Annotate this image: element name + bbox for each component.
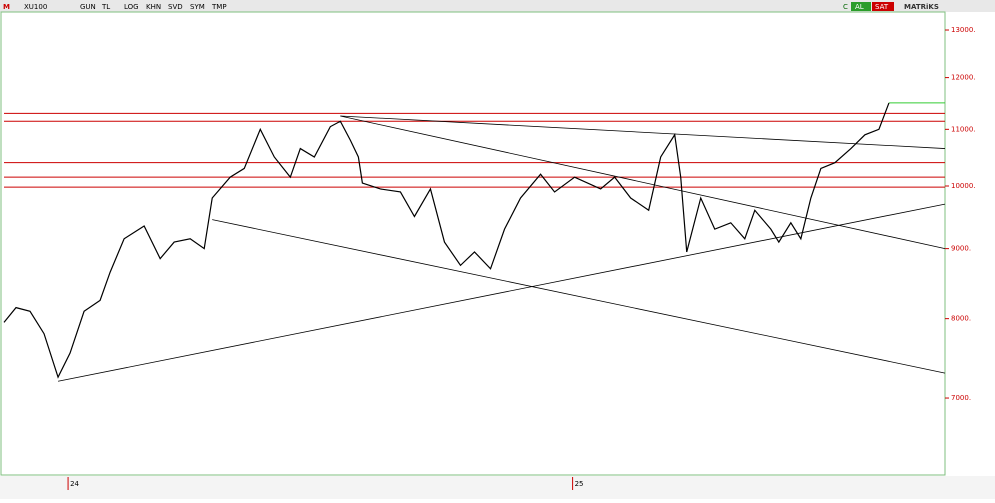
toolbar-button[interactable]: KHN xyxy=(146,3,161,11)
toolbar-button[interactable]: TL xyxy=(101,3,110,11)
brand: MATRiKS xyxy=(904,3,939,11)
sell-button[interactable]: SAT xyxy=(875,3,889,11)
price-line xyxy=(3,102,890,379)
buy-bg xyxy=(851,2,871,11)
trend-line xyxy=(340,115,946,149)
toolbar-button[interactable]: GUN xyxy=(80,3,96,11)
toolbar xyxy=(0,0,995,12)
y-tick-label: 11000. xyxy=(951,125,976,133)
x-tick-label: 24 xyxy=(70,480,79,488)
x-tick-label: 25 xyxy=(575,480,584,488)
toolbar-button[interactable]: LOG xyxy=(124,3,139,11)
y-tick-label: 13000. xyxy=(951,26,976,34)
c-button[interactable]: C xyxy=(843,3,848,11)
toolbar-button[interactable]: SYM xyxy=(190,3,205,11)
trend-line xyxy=(212,219,946,374)
sell-bg xyxy=(872,2,894,11)
toolbar-button[interactable]: TMP xyxy=(211,3,227,11)
y-tick-label: 7000. xyxy=(951,394,971,402)
plot-area xyxy=(0,11,946,476)
toolbar-button[interactable]: SVD xyxy=(168,3,183,11)
x-axis-bar xyxy=(0,476,995,499)
symbol[interactable]: XU100 xyxy=(24,3,47,11)
y-tick-label: 8000. xyxy=(951,315,971,323)
y-tick-label: 12000. xyxy=(951,74,976,82)
y-tick-label: 10000. xyxy=(951,182,976,190)
y-tick-label: 9000. xyxy=(951,245,971,253)
trend-line xyxy=(340,115,946,250)
buy-button[interactable]: AL xyxy=(855,3,864,11)
logo: M xyxy=(3,3,10,11)
